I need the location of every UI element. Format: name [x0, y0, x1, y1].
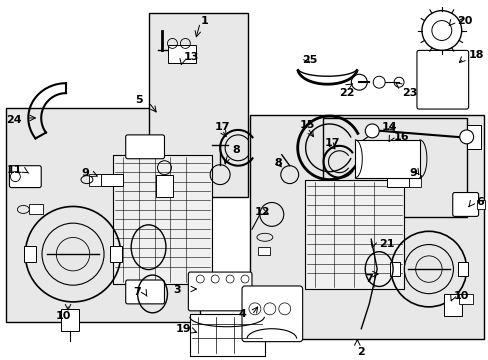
Text: 11: 11	[6, 165, 22, 175]
Bar	[257, 247, 269, 255]
FancyBboxPatch shape	[188, 272, 251, 311]
Bar	[89, 174, 101, 186]
Text: 9: 9	[81, 168, 89, 178]
FancyBboxPatch shape	[416, 50, 468, 109]
Bar	[110, 246, 122, 262]
Text: 7: 7	[365, 274, 372, 284]
Bar	[466, 125, 480, 149]
Text: 8: 8	[232, 145, 239, 155]
Bar	[322, 118, 466, 217]
Text: 10: 10	[56, 311, 71, 321]
FancyBboxPatch shape	[242, 286, 302, 342]
Text: 13: 13	[183, 53, 198, 62]
Bar	[386, 175, 408, 186]
Bar	[24, 246, 36, 262]
Text: 19: 19	[175, 324, 191, 334]
Text: 17: 17	[215, 122, 230, 132]
Text: 3: 3	[173, 285, 181, 295]
Bar	[6, 108, 200, 322]
Text: 14: 14	[382, 122, 397, 132]
Bar	[155, 175, 173, 197]
Text: 24: 24	[6, 115, 22, 125]
Bar	[61, 309, 79, 331]
FancyBboxPatch shape	[9, 166, 41, 188]
Bar	[476, 199, 484, 210]
Text: 12: 12	[254, 207, 270, 217]
Text: 20: 20	[456, 15, 471, 26]
FancyBboxPatch shape	[125, 280, 164, 304]
Text: 25: 25	[301, 55, 316, 66]
Bar	[29, 204, 43, 215]
Bar	[113, 155, 212, 284]
Text: 17: 17	[324, 138, 339, 148]
Bar	[443, 294, 461, 316]
Bar	[148, 13, 247, 197]
Circle shape	[365, 124, 378, 138]
Text: 22: 22	[339, 88, 354, 98]
Text: 8: 8	[274, 158, 282, 168]
Text: 9: 9	[408, 168, 416, 178]
Text: 18: 18	[468, 50, 483, 60]
Text: 21: 21	[378, 239, 394, 249]
Bar	[190, 314, 264, 356]
Bar	[389, 262, 399, 276]
Bar	[168, 45, 196, 63]
Bar	[457, 262, 467, 276]
Bar	[304, 180, 403, 289]
Text: 1: 1	[200, 15, 207, 26]
Text: 16: 16	[393, 132, 409, 142]
Bar	[355, 140, 419, 177]
Bar	[101, 174, 122, 186]
Text: 2: 2	[357, 347, 365, 357]
Text: 6: 6	[476, 197, 484, 207]
FancyBboxPatch shape	[452, 193, 478, 216]
Circle shape	[459, 130, 473, 144]
Bar	[458, 294, 472, 304]
Text: 4: 4	[238, 309, 245, 319]
FancyBboxPatch shape	[125, 135, 164, 159]
Text: 15: 15	[299, 120, 314, 130]
Bar	[408, 175, 420, 186]
Text: 5: 5	[135, 95, 143, 105]
Text: 10: 10	[453, 291, 468, 301]
Bar	[249, 115, 483, 339]
Text: 7: 7	[133, 287, 141, 297]
Text: 23: 23	[401, 88, 417, 98]
